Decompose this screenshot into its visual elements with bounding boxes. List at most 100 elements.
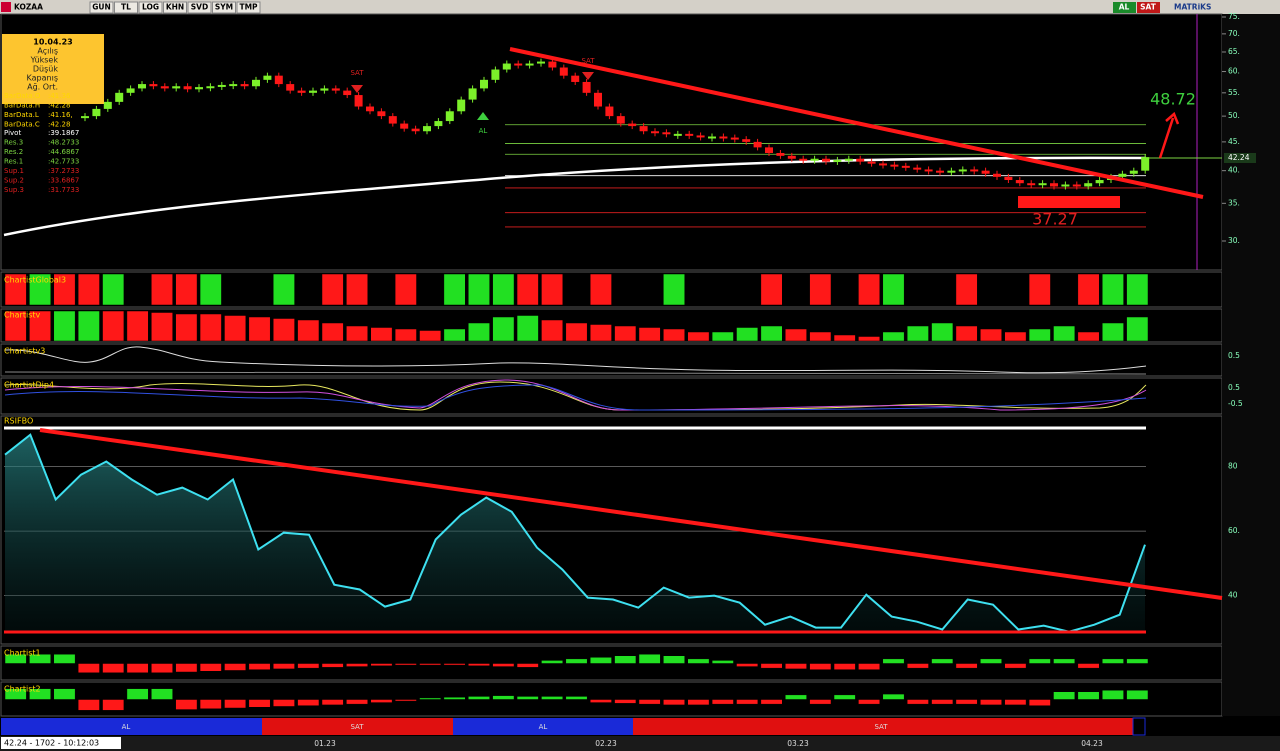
time-label: 03.23 (787, 739, 809, 748)
histogram-bar (1053, 691, 1076, 700)
toolbar-button[interactable] (163, 1, 187, 14)
histogram-bar (492, 273, 515, 306)
histogram-bar (906, 325, 929, 342)
toolbar-button[interactable] (89, 1, 114, 14)
histogram-bar (468, 663, 490, 667)
sat-button[interactable] (1137, 2, 1160, 13)
moving-average (3, 156, 1147, 237)
y-tick-label: 40. (1228, 166, 1240, 175)
histogram-bar (4, 273, 27, 306)
al-button-label[interactable]: AL (1119, 3, 1130, 12)
histogram-bar (77, 699, 100, 711)
candle (913, 167, 922, 170)
histogram-bar (1028, 658, 1051, 664)
histogram-bar (272, 699, 295, 707)
histogram-bar (516, 273, 539, 306)
y-tick-label: 60. (1228, 526, 1240, 535)
histogram-bar (248, 699, 271, 708)
candle (571, 75, 580, 82)
al-button[interactable] (1113, 2, 1136, 13)
signal-label: AL (122, 723, 131, 731)
candle (1118, 173, 1127, 177)
histogram-bar (809, 699, 832, 705)
candle (981, 170, 990, 174)
sat-button-label[interactable]: SAT (1140, 3, 1157, 12)
histogram-bar (102, 310, 125, 342)
toolbar-button[interactable] (212, 1, 236, 14)
signal-segment (262, 718, 453, 735)
toolbar-button[interactable] (138, 1, 163, 14)
candle (605, 106, 614, 117)
candle (810, 158, 819, 161)
y-tick-label: 75. (1228, 12, 1240, 21)
histogram-bar (882, 273, 905, 306)
toolbar-button[interactable] (187, 1, 212, 14)
candle (320, 88, 329, 91)
histogram-bar (443, 328, 466, 342)
level-name: Sup.2 (4, 177, 24, 185)
histogram-bar (1101, 658, 1124, 664)
candle (263, 75, 272, 80)
y-tick-label: 0.5 (1228, 351, 1240, 360)
toolbar-button-label[interactable]: KHN (166, 3, 184, 12)
histogram-bar (29, 310, 52, 342)
candle (514, 63, 523, 66)
histogram-bar (736, 663, 759, 667)
chartistdip4-line (4, 381, 1147, 411)
histogram-bar (516, 696, 539, 700)
toolbar-button-label[interactable]: TL (121, 3, 131, 12)
candle (1072, 184, 1081, 187)
candle (81, 116, 89, 119)
toolbar-button-label[interactable]: LOG (142, 3, 159, 12)
y-tick-label: 30. (1228, 236, 1240, 245)
histogram-bar (126, 688, 149, 700)
histogram-bar (516, 315, 539, 342)
y-tick-label: 40 (1228, 591, 1238, 600)
candle (411, 128, 420, 132)
toolbar (0, 0, 1280, 14)
bar-data-name: BarData.H (4, 102, 40, 110)
y-tick-label: 55. (1228, 88, 1240, 97)
bar-data-value: :41.16, (48, 111, 73, 119)
toolbar-button-label[interactable]: GUN (92, 3, 111, 12)
y-tick-label: 65. (1228, 47, 1240, 56)
toolbar-button-label[interactable]: SYM (215, 3, 233, 12)
histogram-bar (492, 695, 515, 700)
histogram-bar (77, 310, 100, 342)
toolbar-button[interactable] (114, 1, 138, 14)
histogram-bar (1126, 689, 1149, 700)
histogram-bar (687, 331, 710, 342)
toolbar-button-label[interactable]: SVD (191, 3, 208, 12)
histogram-bar (955, 699, 978, 705)
candle (844, 158, 853, 161)
time-label: 04.23 (1081, 739, 1103, 748)
candle (867, 161, 876, 164)
info-field: Ağ. Ort. (27, 83, 58, 92)
candle (936, 170, 944, 173)
histogram-bar (29, 273, 52, 306)
candle (776, 152, 785, 156)
histogram-bar (175, 313, 198, 342)
histogram-bar (955, 273, 978, 306)
signal-segment (1, 718, 262, 735)
toolbar-button[interactable] (236, 1, 261, 14)
candle (924, 169, 933, 172)
toolbar-button-label[interactable]: TMP (239, 3, 258, 12)
candle (92, 108, 101, 117)
candle (183, 86, 192, 90)
histogram-bar (346, 663, 368, 667)
candle (1015, 180, 1024, 184)
histogram-bar (589, 657, 612, 664)
histogram-bar (565, 696, 588, 700)
histogram-bar (346, 273, 368, 306)
histogram-bar (468, 273, 490, 306)
histogram-bar (711, 331, 734, 342)
histogram-bar (370, 327, 393, 342)
panel-frames (0, 13, 1223, 717)
candle (468, 88, 477, 100)
histogram-bar (126, 663, 149, 674)
up-arrow (1158, 111, 1180, 159)
candle (252, 79, 260, 87)
histogram-bar (882, 693, 905, 700)
candle (970, 169, 979, 172)
